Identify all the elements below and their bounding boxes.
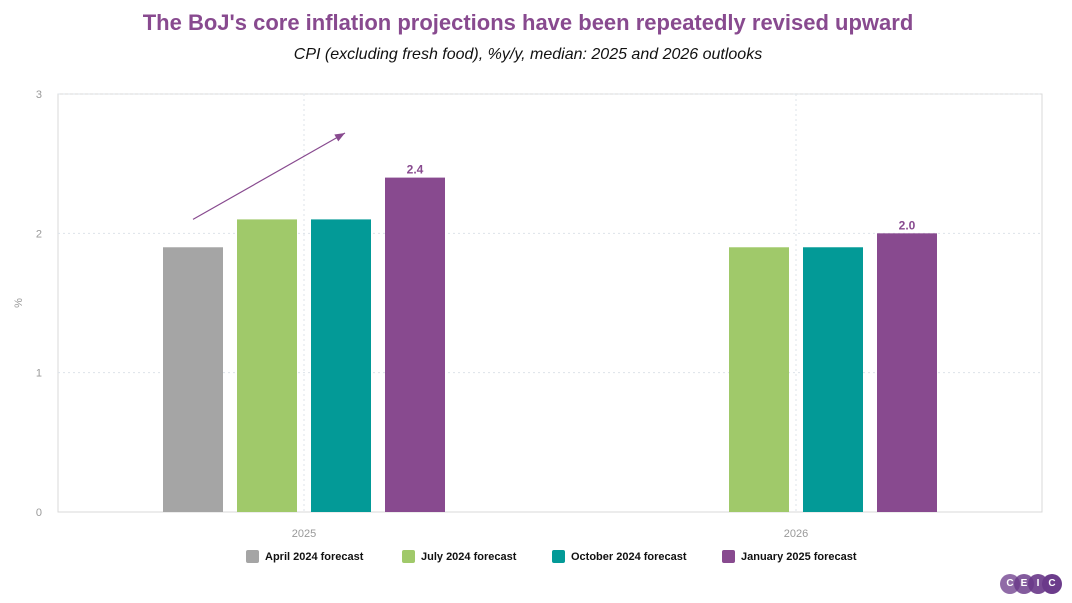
logo-letter: C (1042, 574, 1062, 594)
legend-item[interactable]: October 2024 forecast (552, 550, 687, 563)
data-label: 2.0 (899, 218, 916, 232)
y-tick-label: 1 (36, 368, 42, 380)
legend-label: April 2024 forecast (265, 550, 364, 563)
y-axis-label: % (13, 298, 25, 308)
legend-label: January 2025 forecast (741, 550, 857, 563)
bar (803, 247, 863, 512)
bar (163, 247, 223, 512)
legend-item[interactable]: April 2024 forecast (246, 550, 363, 563)
legend-item[interactable]: July 2024 forecast (402, 550, 516, 563)
bar (237, 219, 297, 512)
chart-subtitle: CPI (excluding fresh food), %y/y, median… (293, 46, 763, 63)
data-label: 2.4 (407, 163, 424, 177)
y-tick-label: 0 (36, 507, 42, 519)
y-tick-label: 2 (36, 228, 42, 240)
x-tick-label: 2026 (784, 528, 808, 540)
bar (311, 219, 371, 512)
legend-swatch (402, 550, 415, 563)
x-tick-label: 2025 (292, 528, 316, 540)
chart-title: The BoJ's core inflation projections hav… (142, 10, 914, 35)
legend-swatch (246, 550, 259, 563)
bar (877, 233, 937, 513)
legend-swatch (722, 550, 735, 563)
bar (729, 247, 789, 512)
bar-chart: 0 1 2 3% 2025 2.4 2026 2.0 (13, 89, 1043, 540)
y-tick-label: 3 (36, 89, 42, 101)
bar (385, 177, 445, 512)
trend-arrowhead (334, 133, 345, 142)
legend-swatch (552, 550, 565, 563)
legend-label: July 2024 forecast (421, 550, 517, 563)
chart-legend: April 2024 forecast July 2024 forecast Oct… (0, 550, 1072, 570)
legend-label: October 2024 forecast (571, 550, 687, 563)
trend-arrow (192, 132, 346, 220)
legend-item[interactable]: January 2025 forecast (722, 550, 857, 563)
